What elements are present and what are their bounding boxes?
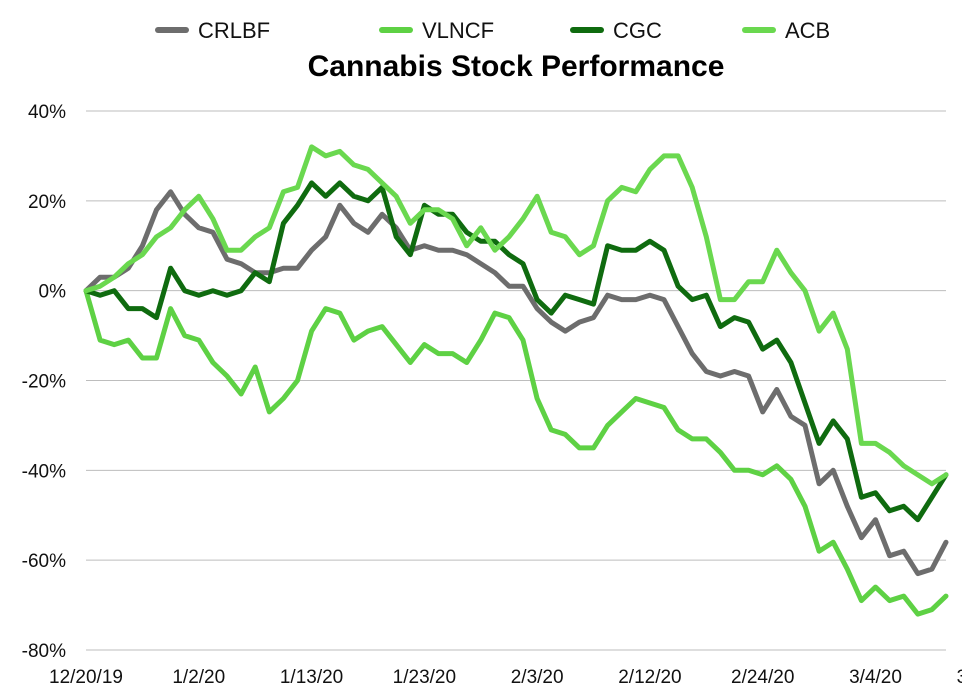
x-tick-label: 2/3/20	[511, 667, 564, 688]
legend-label: CGC	[613, 18, 662, 43]
x-axis-ticks: 12/20/19 1/2/20 1/13/20 1/23/20 2/3/20 2/12/2…	[49, 667, 962, 688]
x-tick-label: 2/24/20	[731, 667, 794, 688]
series-lines	[83, 144, 949, 617]
legend-label: VLNCF	[422, 18, 494, 43]
gridlines	[86, 110, 946, 651]
y-tick-label: -80%	[22, 641, 66, 662]
y-tick-label: -20%	[22, 372, 66, 393]
y-axis-ticks: 40% 20% 0% -20% -40% -60% -80%	[22, 102, 66, 662]
y-tick-label: -60%	[22, 551, 66, 572]
x-tick-label: 1/2/20	[172, 667, 225, 688]
series-line-acb	[83, 144, 949, 487]
x-tick-label: 12/20/19	[49, 667, 123, 688]
series-line-vlncf	[83, 288, 949, 617]
y-tick-label: -40%	[22, 461, 66, 482]
y-tick-label: 20%	[28, 192, 66, 213]
x-tick-label: 1/23/20	[393, 667, 456, 688]
legend-label: ACB	[785, 18, 830, 43]
y-tick-label: 40%	[28, 102, 66, 123]
x-tick-label: 1/13/20	[280, 667, 343, 688]
series-line-crlbf	[83, 189, 949, 577]
x-tick-label: 2/12/20	[618, 667, 681, 688]
x-tick-label: 3/13/20	[957, 667, 962, 688]
y-tick-label: 0%	[39, 282, 67, 303]
legend: CRLBF VLNCF CGC ACB	[155, 18, 830, 43]
legend-label: CRLBF	[198, 18, 270, 43]
chart-title: Cannabis Stock Performance	[308, 50, 725, 83]
x-tick-label: 3/4/20	[849, 667, 902, 688]
series-line-cgc	[83, 180, 949, 523]
